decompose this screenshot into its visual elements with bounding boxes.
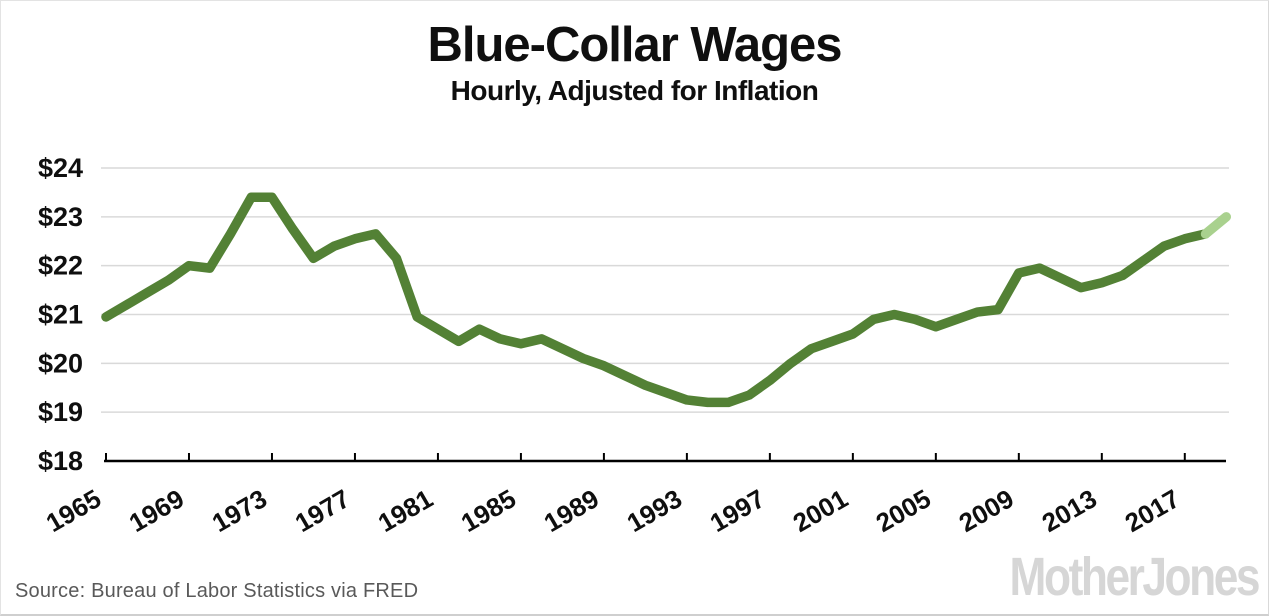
x-tick-label: 1985 (456, 483, 521, 538)
x-tick-label: 2001 (788, 483, 853, 538)
y-tick-label: $19 (38, 397, 83, 427)
x-tick-label: 1969 (124, 483, 189, 538)
y-tick-label: $22 (38, 251, 83, 281)
x-tick-label: 2005 (871, 483, 936, 538)
wage-line-recent-segment (1200, 212, 1232, 239)
y-tick-label: $20 (38, 348, 83, 378)
x-tick-label: 1997 (705, 483, 770, 538)
motherjones-logo: MotherJones (1009, 547, 1260, 607)
y-tick-label: $24 (38, 153, 83, 183)
wage-line (101, 192, 1211, 408)
x-tick-label: 1973 (207, 483, 272, 538)
x-tick-label: 1989 (539, 483, 604, 538)
chart-subtitle: Hourly, Adjusted for Inflation (450, 75, 819, 106)
y-tick-label: $21 (38, 300, 83, 330)
source-note: Source: Bureau of Labor Statistics via F… (15, 580, 419, 602)
x-tick-label: 2009 (954, 483, 1019, 538)
x-tick-label: 2017 (1120, 483, 1185, 538)
x-tick-label: 1977 (290, 483, 355, 538)
chart-title: Blue-Collar Wages (427, 18, 842, 72)
y-tick-label: $23 (38, 202, 83, 232)
y-tick-label: $18 (38, 446, 83, 476)
x-tick-label: 1993 (622, 483, 687, 538)
x-tick-label: 1965 (41, 483, 106, 538)
x-tick-label: 1981 (373, 483, 438, 538)
x-tick-label: 2013 (1037, 483, 1102, 538)
